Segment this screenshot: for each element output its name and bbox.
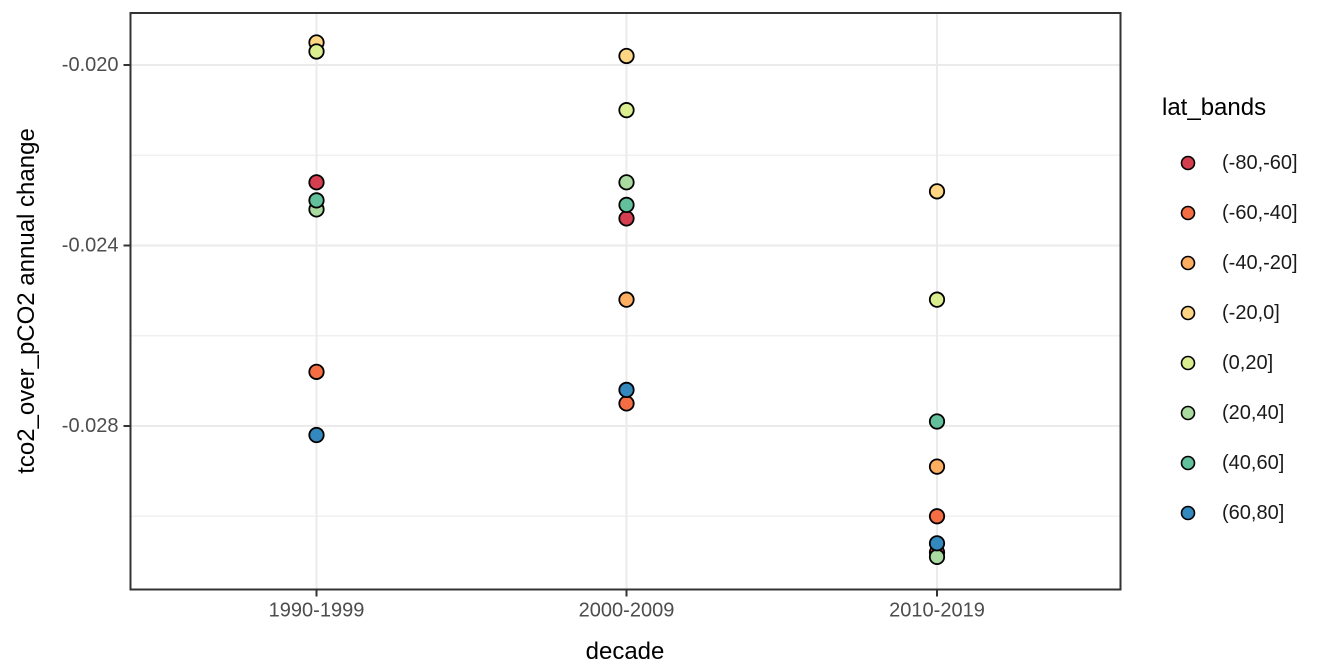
data-point bbox=[618, 395, 635, 412]
data-point bbox=[618, 47, 635, 65]
legend-item-label: (40,60] bbox=[1222, 452, 1284, 474]
y-tick-label: -0.020 bbox=[62, 54, 119, 76]
legend-item-label: (-60,-40] bbox=[1222, 202, 1298, 224]
data-point bbox=[618, 291, 635, 308]
legend-key bbox=[1180, 205, 1196, 221]
legend-key bbox=[1180, 305, 1196, 321]
y-tick-label: -0.028 bbox=[62, 415, 119, 437]
legend-key bbox=[1180, 255, 1196, 271]
x-tick-label: 1990-1999 bbox=[269, 600, 365, 622]
legend-item-label: (-80,-60] bbox=[1222, 152, 1298, 174]
data-point bbox=[618, 210, 635, 227]
data-point bbox=[928, 548, 946, 565]
data-point bbox=[928, 413, 946, 430]
data-point bbox=[308, 174, 325, 191]
panel-border bbox=[129, 12, 1122, 591]
y-axis-title: tco2_over_pCO2 annual change bbox=[13, 128, 40, 474]
data-point bbox=[618, 196, 635, 213]
x-tick-label: 2010-2019 bbox=[889, 600, 985, 622]
data-point bbox=[928, 535, 946, 552]
x-tick-label: 2000-2009 bbox=[579, 600, 675, 622]
legend-key bbox=[1180, 155, 1196, 171]
legend-key bbox=[1180, 505, 1196, 521]
data-point bbox=[928, 291, 946, 308]
x-axis-title: decade bbox=[585, 638, 665, 665]
legend-key bbox=[1180, 355, 1196, 371]
data-point bbox=[308, 43, 325, 60]
legend-item-label: (60,80] bbox=[1222, 502, 1284, 524]
legend-item-label: (20,40] bbox=[1222, 402, 1284, 424]
data-point bbox=[928, 183, 946, 200]
data-point bbox=[308, 426, 325, 444]
legend-key bbox=[1180, 405, 1196, 421]
data-point bbox=[308, 192, 325, 209]
legend-item-label: (0,20] bbox=[1222, 352, 1273, 374]
legend-key bbox=[1180, 455, 1196, 471]
data-point bbox=[618, 102, 635, 119]
data-point bbox=[928, 458, 946, 475]
legend-title: lat_bands bbox=[1162, 94, 1267, 121]
data-point bbox=[618, 174, 635, 191]
data-point bbox=[928, 508, 946, 525]
legend-item-label: (-20,0] bbox=[1222, 302, 1280, 324]
data-point bbox=[618, 381, 635, 398]
legend-item-label: (-40,-20] bbox=[1222, 252, 1298, 274]
y-tick-label: -0.024 bbox=[62, 235, 119, 257]
data-point bbox=[308, 363, 325, 380]
